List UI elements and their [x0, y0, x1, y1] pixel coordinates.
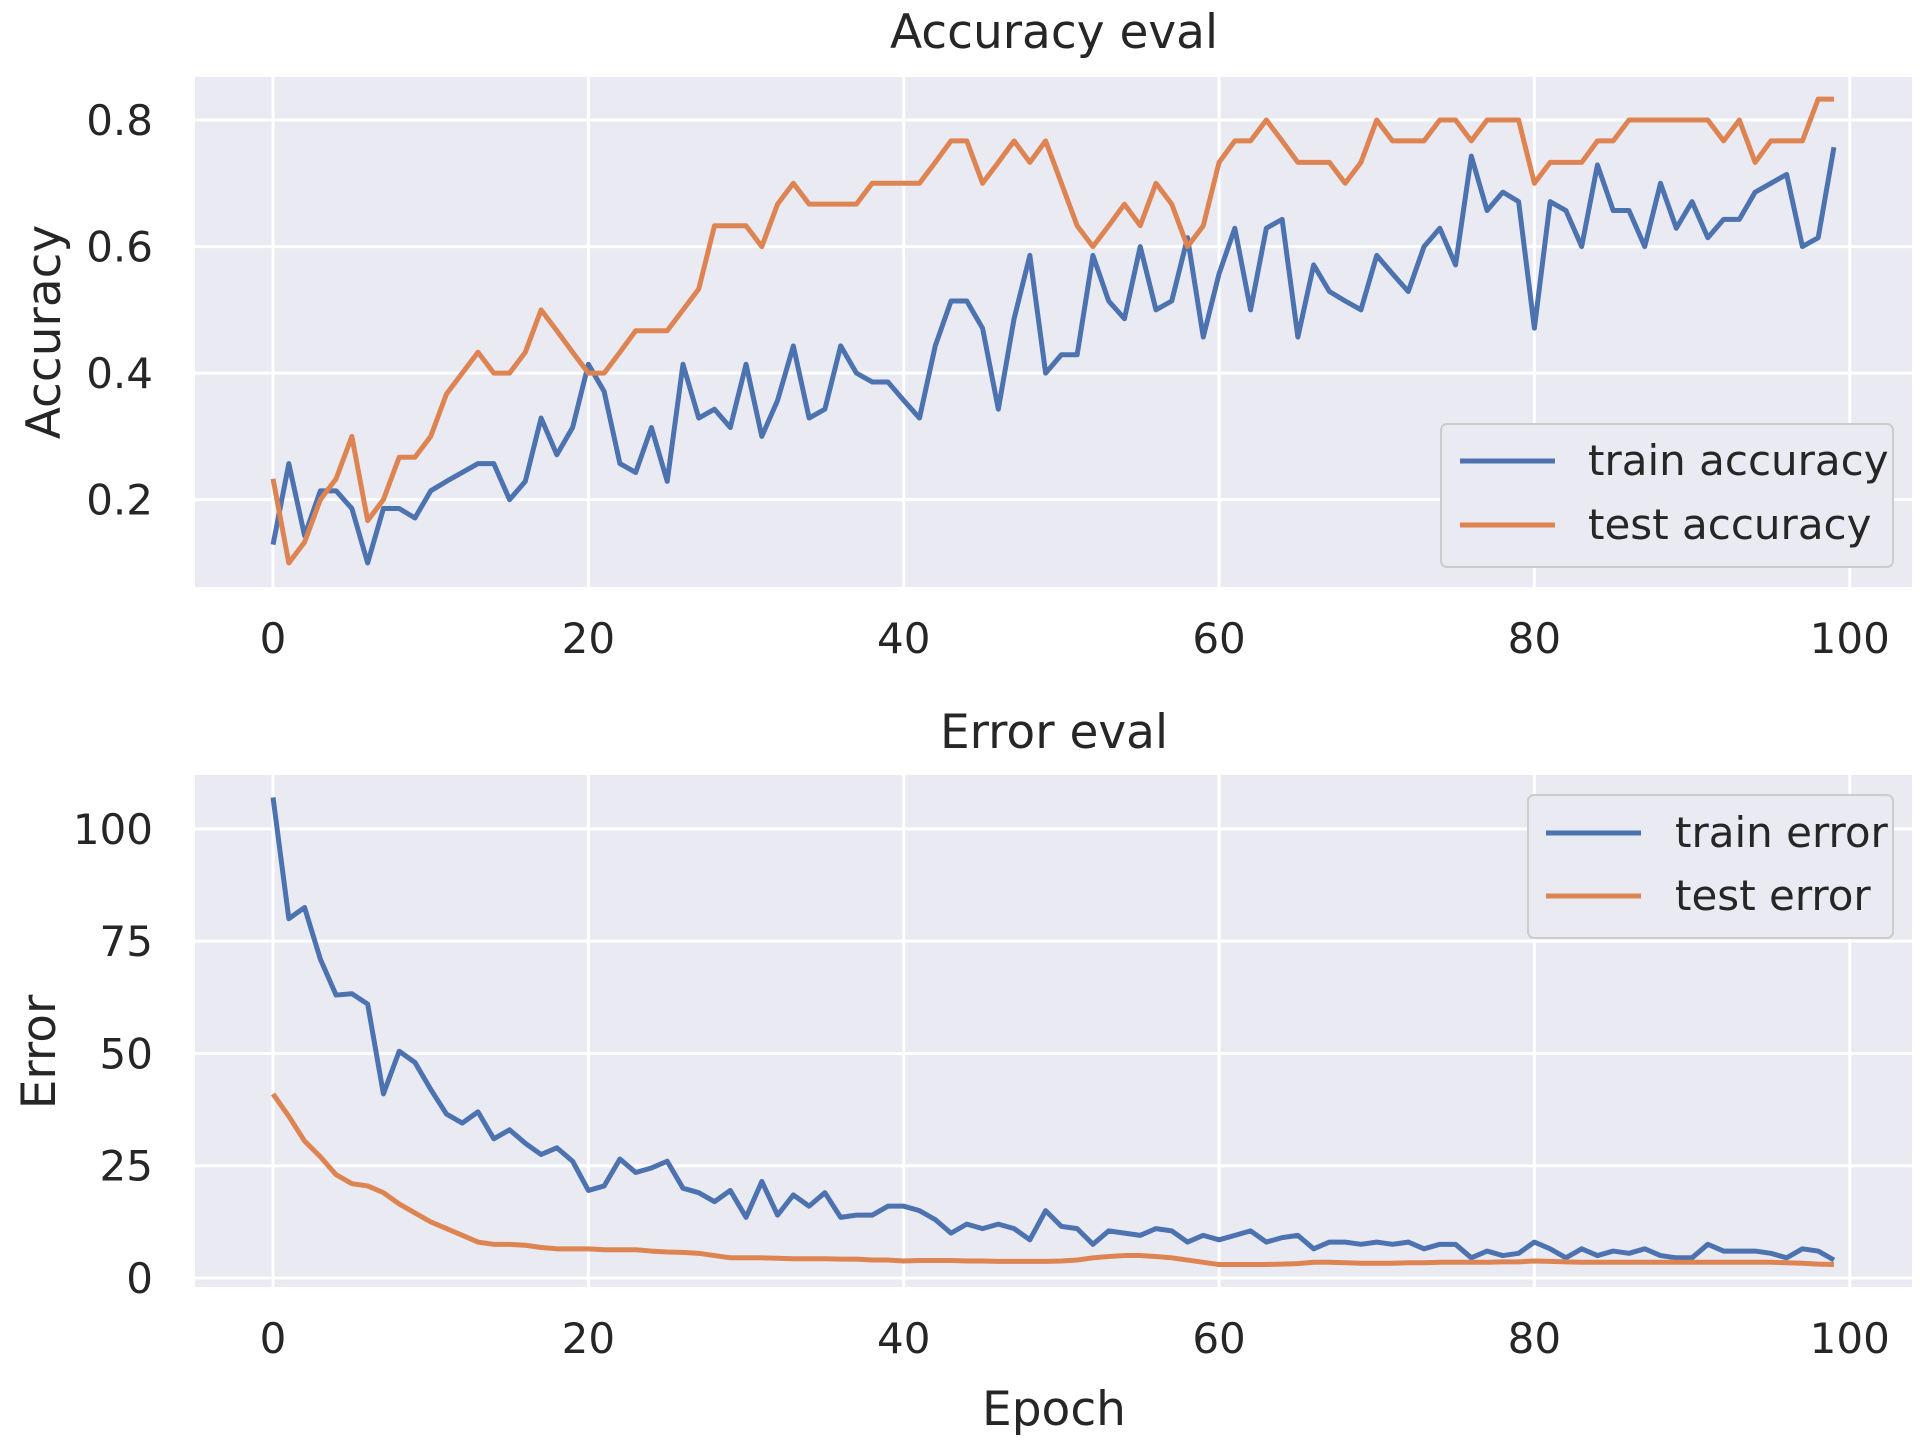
error-y-tick-label: 100 [73, 805, 153, 854]
accuracy-y-tick-label: 0.2 [86, 476, 153, 525]
error-y-tick-label: 75 [100, 917, 153, 966]
accuracy-panel: 0 20 40 60 80 100 0.2 0.4 0.6 0.8 Accuracy eval A… [17, 5, 1912, 663]
error-x-axis-label: Epoch [982, 1382, 1126, 1437]
error-x-tick-label: 60 [1192, 1314, 1245, 1363]
error-x-tick-label: 40 [877, 1314, 930, 1363]
accuracy-x-tick-label: 100 [1810, 614, 1890, 663]
series-line-train-error [270, 797, 1836, 1263]
accuracy-y-axis-label: Accuracy [17, 225, 72, 440]
error-chart-title: Error eval [940, 705, 1168, 760]
accuracy-x-tick-label: 20 [562, 614, 615, 663]
error-ticks: 0 20 40 60 80 100 0 25 50 75 100 [73, 805, 1890, 1363]
series-line-train-accuracy [270, 146, 1837, 566]
accuracy-x-tick-label: 40 [877, 614, 930, 663]
error-legend: train error test error [1527, 794, 1894, 939]
series-line-test-accuracy [270, 96, 1834, 566]
error-x-tick-label: 20 [562, 1314, 615, 1363]
legend-label-test-accuracy: test accuracy [1588, 500, 1872, 549]
error-y-axis-label: Error [12, 994, 67, 1109]
accuracy-x-tick-label: 0 [260, 614, 287, 663]
legend-label-train-accuracy: train accuracy [1588, 436, 1889, 485]
accuracy-lines [270, 96, 1837, 566]
accuracy-chart-title: Accuracy eval [890, 5, 1218, 60]
accuracy-x-tick-label: 60 [1192, 614, 1245, 663]
series-line-test-error [271, 1092, 1835, 1268]
error-lines [270, 797, 1836, 1268]
error-y-tick-label: 50 [100, 1029, 153, 1078]
error-x-tick-label: 80 [1508, 1314, 1561, 1363]
accuracy-ticks: 0 20 40 60 80 100 0.2 0.4 0.6 0.8 [86, 96, 1890, 663]
error-y-tick-label: 0 [126, 1254, 153, 1303]
error-x-tick-label: 100 [1810, 1314, 1890, 1363]
accuracy-legend: train accuracy test accuracy [1440, 423, 1894, 568]
legend-label-test-error: test error [1675, 871, 1871, 920]
accuracy-x-tick-label: 80 [1508, 614, 1561, 663]
accuracy-y-tick-label: 0.8 [86, 96, 153, 145]
error-x-tick-label: 0 [260, 1314, 287, 1363]
accuracy-y-tick-label: 0.6 [86, 223, 153, 272]
legend-label-train-error: train error [1675, 808, 1889, 857]
error-y-tick-label: 25 [100, 1142, 153, 1191]
accuracy-y-tick-label: 0.4 [86, 349, 153, 398]
